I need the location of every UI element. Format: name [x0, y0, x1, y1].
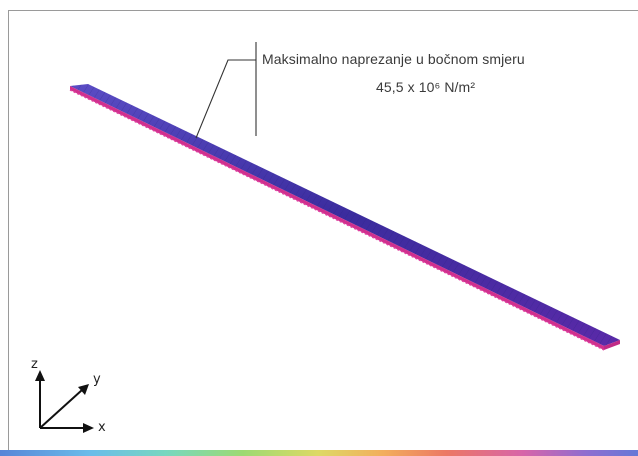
z-axis-label: z — [31, 357, 38, 372]
leader-line — [195, 59, 256, 139]
color-strip — [0, 450, 638, 456]
x-axis-label: x — [98, 420, 106, 435]
x-axis-arrowhead — [83, 423, 94, 433]
figure-frame — [8, 10, 638, 450]
annotation-title: Maksimalno naprezanje u bočnom smjeru — [262, 51, 525, 67]
y-axis-arrowhead — [78, 384, 89, 395]
annotation-value: 45,5 x 10⁶ N/m² — [376, 79, 476, 95]
beam-side-face — [70, 86, 604, 350]
beam-edge-highlight — [69, 89, 605, 351]
beam-mesh-overlay — [70, 84, 620, 346]
beam-end-face — [604, 340, 620, 350]
y-axis-line — [39, 389, 83, 429]
z-axis-arrowhead — [35, 370, 45, 381]
y-axis-label: y — [93, 372, 101, 387]
